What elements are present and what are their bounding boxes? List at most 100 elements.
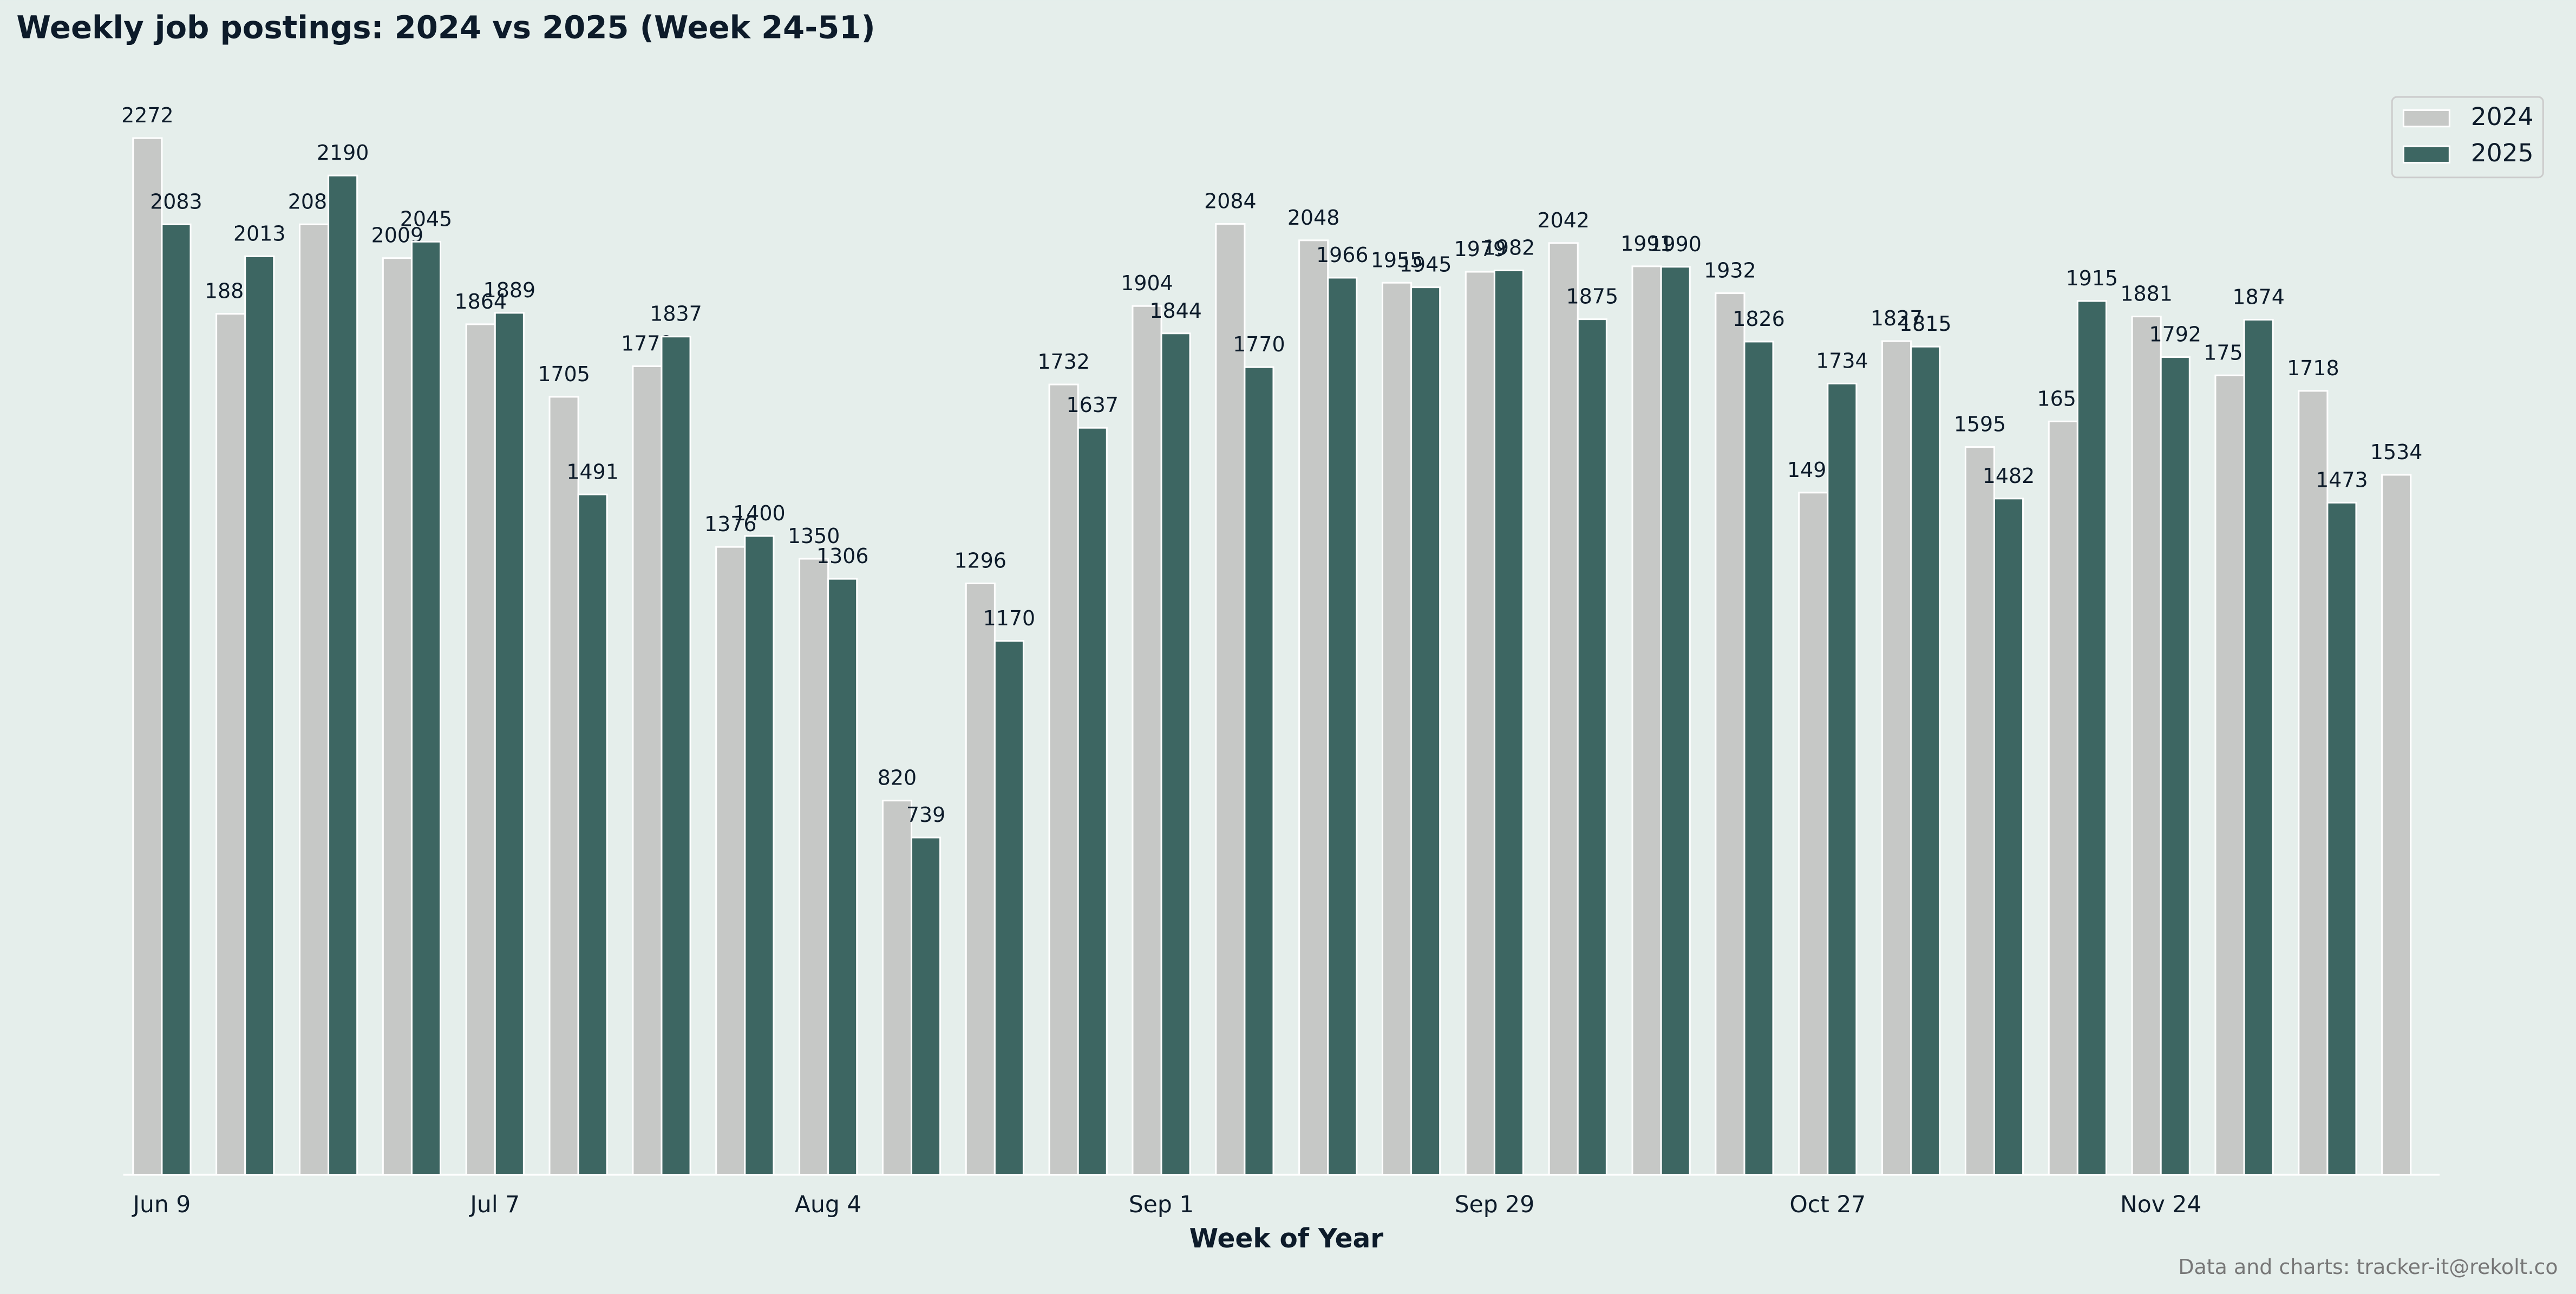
value-label: 1482: [1983, 464, 2035, 488]
value-label: 820: [878, 766, 917, 790]
value-label: 2042: [1537, 208, 1590, 232]
bar: [1464, 271, 1495, 1176]
chart-title: Weekly job postings: 2024 vs 2025 (Week …: [16, 9, 875, 45]
value-label: 1982: [1483, 236, 1535, 260]
legend-label: 2025: [2471, 139, 2534, 167]
bar: [993, 640, 1024, 1176]
value-label: 1491: [566, 460, 619, 483]
bar: [132, 137, 163, 1176]
bar: [1298, 239, 1329, 1176]
value-label: 1881: [2120, 282, 2173, 306]
bar: [382, 257, 413, 1176]
bar: [1743, 341, 1774, 1176]
value-label: 1844: [1149, 299, 1202, 323]
bar: [2381, 474, 2412, 1176]
bar: [910, 836, 942, 1176]
bar: [298, 223, 330, 1176]
bar: [1910, 345, 1941, 1176]
value-label: 1826: [1732, 307, 1785, 331]
value-label: 2048: [1287, 206, 1340, 230]
x-tick-label: Jun 9: [131, 1192, 191, 1218]
bar: [1215, 223, 1246, 1176]
value-label: 1864: [454, 290, 507, 313]
value-label: 1991: [1620, 232, 1673, 256]
bar: [1381, 282, 1413, 1176]
value-label: 1637: [1066, 393, 1119, 417]
value-label: 1170: [983, 606, 1036, 630]
bar: [799, 558, 829, 1176]
bar: [1160, 332, 1191, 1176]
value-label: 1990: [1649, 232, 1702, 256]
x-axis-label: Week of Year: [1189, 1224, 1384, 1254]
bar: [965, 583, 996, 1176]
bar: [2298, 390, 2329, 1176]
x-tick-label: Aug 4: [795, 1192, 861, 1218]
value-label: 1837: [650, 302, 702, 326]
value-label: 1815: [1899, 312, 1952, 336]
value-label: 1473: [2316, 468, 2368, 492]
value-label: 1306: [816, 544, 869, 568]
bar: [215, 312, 246, 1176]
value-label: 1889: [483, 278, 536, 302]
legend-label: 2024: [2471, 102, 2534, 131]
bar: [1631, 265, 1662, 1176]
bar: [328, 174, 358, 1176]
bar: [1132, 305, 1162, 1176]
legend-swatch: [2402, 109, 2450, 128]
value-label: 1966: [1316, 243, 1369, 267]
bar: [2243, 318, 2274, 1176]
value-label: 739: [906, 803, 945, 827]
value-label: 1932: [1704, 259, 1756, 283]
value-label: 1400: [733, 501, 786, 525]
value-label: 1595: [1954, 413, 2006, 436]
bar: [661, 336, 691, 1176]
value-label: 1732: [1037, 350, 1090, 374]
x-tick-label: Sep 1: [1129, 1192, 1194, 1218]
value-label: 1915: [2066, 266, 2119, 290]
bar: [1715, 292, 1745, 1176]
value-label: 1792: [2149, 323, 2201, 347]
value-label: 1955: [1371, 248, 1423, 272]
bar: [577, 493, 608, 1176]
value-label: 1376: [704, 512, 757, 536]
bar: [827, 578, 858, 1176]
value-label: 1979: [1454, 237, 1507, 261]
bar: [1798, 492, 1829, 1176]
bar: [410, 240, 442, 1176]
bar: [548, 396, 579, 1176]
value-label: 1350: [788, 524, 840, 548]
value-label: 1904: [1121, 271, 1173, 295]
bar: [1660, 266, 1691, 1176]
value-label: 2084: [1204, 189, 1257, 213]
bar: [1493, 269, 1525, 1176]
bar: [1327, 277, 1358, 1176]
bar: [1548, 242, 1579, 1176]
bar: [161, 223, 192, 1176]
value-label: 2083: [150, 189, 202, 213]
value-label: 1770: [1233, 332, 1285, 356]
x-tick-label: Sep 29: [1455, 1192, 1535, 1218]
value-label: 1945: [1400, 253, 1452, 277]
value-label: 1734: [1816, 349, 1868, 372]
bar: [1244, 366, 1274, 1176]
bar: [2048, 420, 2078, 1176]
value-label: 2190: [317, 141, 369, 165]
x-tick-label: Jul 7: [468, 1192, 520, 1218]
bar: [1048, 383, 1079, 1176]
value-label: 1827: [1871, 306, 1923, 330]
bar: [2214, 374, 2245, 1176]
value-label: 1718: [2287, 356, 2339, 380]
value-label: 1705: [538, 362, 590, 386]
bar: [494, 312, 525, 1176]
value-label: 2013: [233, 221, 286, 245]
bar: [881, 800, 913, 1176]
bar: [1077, 427, 1108, 1176]
value-label: 1534: [2370, 440, 2423, 464]
x-tick-label: Oct 27: [1789, 1192, 1866, 1218]
bar: [244, 255, 275, 1176]
bar: [1577, 318, 1607, 1176]
footer: Data and charts: tracker-it@rekolt.co: [2178, 1255, 2558, 1279]
bar: [1410, 286, 1441, 1176]
bar: [1881, 340, 1912, 1176]
